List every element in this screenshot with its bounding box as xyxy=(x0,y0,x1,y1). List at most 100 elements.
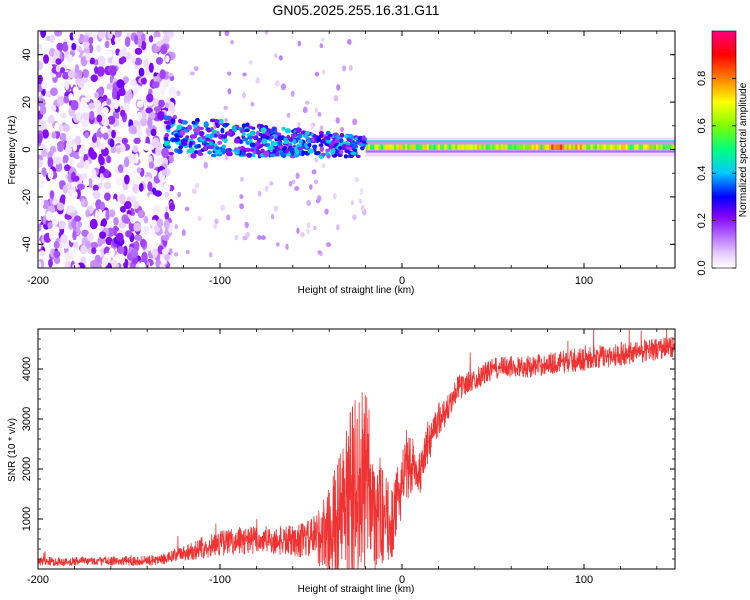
heatmap-cell xyxy=(325,139,332,144)
heatmap-cell xyxy=(77,221,82,228)
heatmap-cell xyxy=(163,31,168,36)
heatmap-cell xyxy=(321,152,326,157)
heatmap-cell xyxy=(354,176,360,183)
heatmap-cell xyxy=(437,144,441,150)
heatmap-cell xyxy=(245,122,250,127)
heatmap-cell xyxy=(463,144,468,150)
heatmap-cell xyxy=(509,144,513,150)
heatmap-cell xyxy=(148,62,154,73)
heatmap-cell xyxy=(190,153,197,159)
heatmap-cell xyxy=(503,144,507,150)
heatmap-cell xyxy=(226,131,233,136)
heatmap-cell xyxy=(411,144,415,150)
heatmap-cell xyxy=(109,139,115,148)
heatmap-cell xyxy=(106,155,112,164)
heatmap-cell xyxy=(170,118,176,124)
heatmap-cell xyxy=(213,223,218,229)
heatmap-cell xyxy=(53,156,62,165)
heatmap-cell xyxy=(123,217,130,224)
heatmap-cell xyxy=(74,135,82,146)
heatmap-cell xyxy=(130,163,137,172)
heatmap-cell xyxy=(58,220,66,230)
heatmap-cell xyxy=(400,144,404,150)
heatmap-cell xyxy=(274,80,280,87)
heatmap-cell xyxy=(113,99,119,110)
heatmap-cell xyxy=(117,164,124,173)
heatmap-cell xyxy=(242,235,248,241)
heatmap-cell xyxy=(53,240,60,249)
heatmap-cell xyxy=(106,98,112,106)
heatmap-cell xyxy=(57,86,63,97)
heatmap-cell xyxy=(245,231,251,238)
heatmap-cell xyxy=(551,144,555,150)
heatmap-cell xyxy=(81,119,88,128)
heatmap-cell xyxy=(608,144,612,150)
heatmap-cell xyxy=(147,181,153,192)
heatmap-cell xyxy=(62,71,69,80)
heatmap-cell xyxy=(479,144,483,150)
heatmap-cell xyxy=(90,260,98,268)
heatmap-cell xyxy=(124,36,131,48)
heatmap-cell xyxy=(450,144,454,150)
heatmap-cell xyxy=(332,192,337,200)
heatmap-cell xyxy=(402,144,406,150)
heatmap-cell xyxy=(269,181,274,186)
heatmap-cell xyxy=(376,144,380,150)
heatmap-cell xyxy=(136,111,143,121)
heatmap-cell xyxy=(295,127,302,134)
spectrogram-y-ticks: -40 -20 0 20 40 xyxy=(21,30,675,269)
x-tick-label: 0 xyxy=(399,574,405,586)
heatmap-cell xyxy=(317,250,322,255)
heatmap-cell xyxy=(164,219,170,230)
heatmap-cell xyxy=(168,72,174,77)
heatmap-cell xyxy=(314,71,320,77)
heatmap-cell xyxy=(549,144,553,150)
heatmap-cell xyxy=(203,161,208,169)
heatmap-cell xyxy=(100,125,108,135)
heatmap-cell xyxy=(407,144,411,150)
heatmap-cell xyxy=(270,140,276,147)
heatmap-cell xyxy=(152,137,160,149)
heatmap-cell xyxy=(281,126,286,131)
heatmap-cell xyxy=(148,161,155,169)
heatmap-cell xyxy=(146,117,153,128)
heatmap-cell xyxy=(311,137,315,143)
heatmap-cell xyxy=(649,144,653,150)
heatmap-cell xyxy=(70,99,79,111)
heatmap-cell xyxy=(164,253,170,261)
heatmap-cell xyxy=(43,54,50,64)
heatmap-cell xyxy=(671,144,675,150)
heatmap-cell xyxy=(288,147,295,152)
heatmap-cell xyxy=(527,144,531,150)
heatmap-cell xyxy=(303,143,308,147)
heatmap-cell xyxy=(92,184,99,192)
heatmap-cell xyxy=(165,102,170,109)
heatmap-cell xyxy=(535,144,540,150)
heatmap-cell xyxy=(124,174,130,185)
heatmap-cell xyxy=(235,148,240,154)
x-tick-label: -100 xyxy=(209,574,231,586)
heatmap-cell xyxy=(140,33,146,43)
heatmap-cell xyxy=(522,144,527,150)
heatmap-cell xyxy=(673,144,675,150)
heatmap-cell xyxy=(185,249,190,255)
heatmap-cell xyxy=(398,144,402,150)
heatmap-cell xyxy=(223,123,228,128)
heatmap-cell xyxy=(163,34,170,44)
heatmap-cell xyxy=(154,190,162,197)
heatmap-cell xyxy=(168,151,174,156)
heatmap-cell xyxy=(89,218,98,230)
heatmap-cell xyxy=(597,144,601,150)
heatmap-cell xyxy=(153,63,161,73)
snr-x-label: Height of straight line (km) xyxy=(298,584,415,595)
heatmap-cell xyxy=(76,162,85,169)
heatmap-cell xyxy=(275,151,280,157)
heatmap-cell xyxy=(105,209,110,221)
heatmap-cell xyxy=(174,137,180,142)
heatmap-cell xyxy=(531,144,535,150)
snr-panel: -200 -100 0 100 1000 2000 3000 4000 Height of … xyxy=(7,328,676,595)
heatmap-cell xyxy=(118,88,126,97)
heatmap-cell xyxy=(94,100,102,109)
heatmap-cell xyxy=(298,139,303,146)
heatmap-cell xyxy=(277,144,284,149)
